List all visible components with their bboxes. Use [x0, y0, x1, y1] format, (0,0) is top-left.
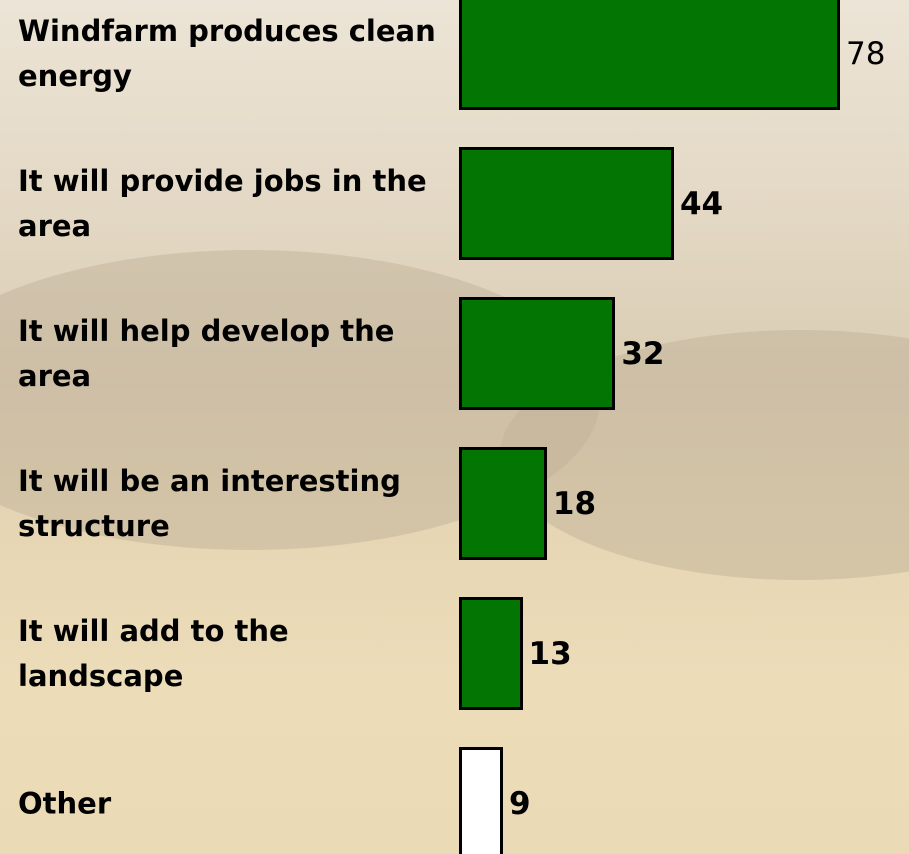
- value-label: 32: [621, 336, 664, 372]
- category-label: It will add to the landscape: [18, 609, 438, 699]
- category-label: It will provide jobs in the area: [18, 159, 438, 249]
- chart: Windfarm produces clean energy 78 It will …: [0, 0, 909, 854]
- value-label: 9: [509, 786, 531, 822]
- bar: [459, 297, 615, 410]
- value-label: 78: [846, 36, 885, 72]
- value-label: 13: [529, 636, 572, 672]
- bar: [459, 447, 547, 560]
- bar: [459, 747, 503, 854]
- bar: [459, 0, 840, 110]
- category-label: Windfarm produces clean energy: [18, 9, 438, 99]
- value-label: 44: [680, 186, 723, 222]
- value-label: 18: [553, 486, 596, 522]
- category-label: It will be an interesting structure: [18, 459, 438, 549]
- category-label: It will help develop the area: [18, 309, 438, 399]
- category-label: Other: [18, 781, 438, 826]
- bar: [459, 147, 674, 260]
- bar: [459, 597, 523, 710]
